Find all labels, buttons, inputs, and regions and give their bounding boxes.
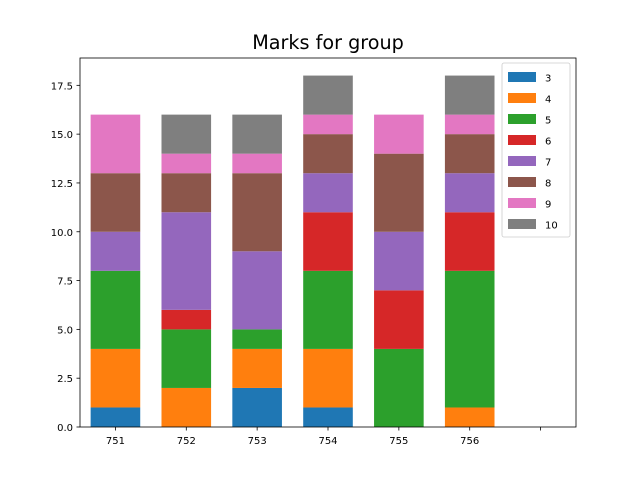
legend-swatch-3 xyxy=(508,72,536,82)
legend-label-6: 6 xyxy=(545,137,551,148)
bar-754-series-6 xyxy=(303,212,353,271)
bar-752-series-6 xyxy=(161,309,212,330)
legend-label-10: 10 xyxy=(545,221,558,232)
bar-752-series-8 xyxy=(161,173,212,213)
bar-751-series-9 xyxy=(90,114,141,174)
legend-label-8: 8 xyxy=(545,179,551,190)
y-tick-label: 17.5 xyxy=(51,81,73,92)
bar-753-series-5 xyxy=(232,329,282,349)
legend-swatch-8 xyxy=(508,177,536,187)
bar-752-series-9 xyxy=(161,153,212,174)
bar-753-series-8 xyxy=(232,173,282,252)
bar-753-series-9 xyxy=(232,153,282,174)
bar-754-series-3 xyxy=(303,407,353,427)
bar-751-series-5 xyxy=(90,270,141,349)
bar-752-series-4 xyxy=(161,387,212,427)
bar-753-series-7 xyxy=(232,251,282,330)
legend: 3 4 5 6 7 8 9 10 xyxy=(501,62,571,238)
bar-751-series-8 xyxy=(90,173,141,232)
bar-753-series-10 xyxy=(232,114,282,154)
bar-755-series-7 xyxy=(374,231,424,291)
legend-label-5: 5 xyxy=(545,116,551,127)
y-tick-label: 0.0 xyxy=(57,423,73,434)
legend-label-3: 3 xyxy=(545,74,551,85)
y-tick-label: 12.5 xyxy=(51,179,73,190)
x-tick-label: 752 xyxy=(177,436,196,447)
y-tick-label: 7.5 xyxy=(57,277,73,288)
bar-754-series-5 xyxy=(303,270,353,349)
y-tick-label: 5.0 xyxy=(57,325,73,336)
x-tick-label: 756 xyxy=(460,436,479,447)
bar-751-series-7 xyxy=(90,231,141,271)
legend-label-4: 4 xyxy=(545,95,551,106)
x-tick-label: 753 xyxy=(248,436,267,447)
bar-756-series-6 xyxy=(444,212,495,271)
bar-754-series-9 xyxy=(303,114,353,135)
bar-756-series-8 xyxy=(444,134,495,174)
x-tick-label: 754 xyxy=(318,436,337,447)
legend-swatch-9 xyxy=(508,198,536,208)
chart-title: Marks for group xyxy=(252,31,404,54)
bar-752-series-7 xyxy=(161,212,212,310)
bar-756-series-7 xyxy=(444,173,495,213)
bar-752-series-10 xyxy=(161,114,212,154)
bar-756-series-5 xyxy=(444,270,495,408)
bar-753-series-3 xyxy=(232,387,282,427)
bar-754-series-8 xyxy=(303,134,353,174)
x-tick-label: 755 xyxy=(389,436,408,447)
bar-754-series-7 xyxy=(303,173,353,213)
x-tick-label: 751 xyxy=(106,436,125,447)
bar-751-series-3 xyxy=(90,407,141,427)
bar-755-series-8 xyxy=(374,153,424,232)
bar-755-series-9 xyxy=(374,114,424,154)
legend-swatch-4 xyxy=(508,93,536,103)
legend-label-7: 7 xyxy=(545,158,551,169)
y-tick-label: 15.0 xyxy=(51,130,73,141)
bar-753-series-4 xyxy=(232,348,282,388)
legend-swatch-10 xyxy=(508,219,536,229)
y-tick-label: 2.5 xyxy=(57,374,73,385)
legend-swatch-6 xyxy=(508,135,536,145)
legend-swatch-5 xyxy=(508,114,536,124)
bar-754-series-10 xyxy=(303,75,353,115)
bar-756-series-10 xyxy=(444,75,495,115)
bar-755-series-6 xyxy=(374,290,424,349)
legend-label-9: 9 xyxy=(545,200,551,211)
y-tick-label: 10.0 xyxy=(51,228,73,239)
legend-box xyxy=(501,62,571,238)
legend-swatch-7 xyxy=(508,156,536,166)
bar-756-series-4 xyxy=(444,407,495,427)
bar-756-series-9 xyxy=(444,114,495,135)
bar-752-series-5 xyxy=(161,329,212,388)
bar-755-series-5 xyxy=(374,348,424,427)
bar-754-series-4 xyxy=(303,348,353,408)
bars-layer xyxy=(90,75,495,427)
bar-751-series-4 xyxy=(90,348,141,408)
